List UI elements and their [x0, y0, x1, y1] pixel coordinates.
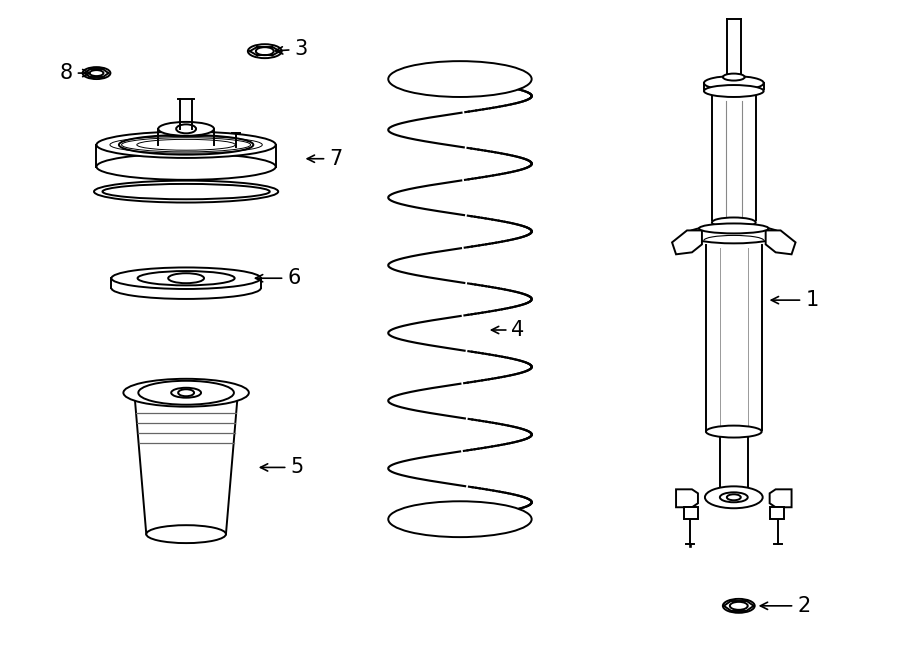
Ellipse shape: [699, 223, 769, 233]
Ellipse shape: [89, 70, 104, 76]
Text: 2: 2: [760, 596, 811, 616]
Ellipse shape: [123, 379, 248, 407]
Text: 6: 6: [256, 268, 301, 288]
Ellipse shape: [103, 184, 270, 199]
Ellipse shape: [730, 602, 748, 610]
Ellipse shape: [720, 492, 748, 502]
Polygon shape: [134, 393, 238, 534]
Ellipse shape: [94, 180, 278, 202]
Ellipse shape: [171, 388, 201, 398]
Polygon shape: [770, 489, 792, 507]
Text: 4: 4: [491, 320, 525, 340]
Ellipse shape: [83, 67, 111, 79]
Polygon shape: [676, 489, 698, 507]
Ellipse shape: [713, 490, 755, 504]
Ellipse shape: [139, 381, 234, 405]
Ellipse shape: [248, 44, 282, 58]
Ellipse shape: [687, 225, 781, 243]
Polygon shape: [770, 507, 784, 519]
Ellipse shape: [178, 389, 194, 396]
Polygon shape: [112, 278, 261, 288]
Text: 7: 7: [307, 149, 343, 169]
Ellipse shape: [176, 124, 196, 134]
Text: 8: 8: [59, 63, 90, 83]
Ellipse shape: [388, 61, 532, 97]
Text: 3: 3: [275, 39, 308, 59]
Polygon shape: [766, 231, 796, 254]
Ellipse shape: [96, 153, 275, 180]
Ellipse shape: [119, 135, 253, 155]
Ellipse shape: [112, 268, 261, 289]
Ellipse shape: [147, 525, 226, 543]
Ellipse shape: [256, 47, 274, 55]
Ellipse shape: [705, 486, 762, 508]
Polygon shape: [672, 231, 702, 254]
Ellipse shape: [138, 271, 235, 286]
Ellipse shape: [96, 132, 275, 158]
Text: 1: 1: [771, 290, 818, 310]
Ellipse shape: [704, 76, 764, 90]
Ellipse shape: [723, 599, 755, 613]
Ellipse shape: [168, 273, 204, 283]
Ellipse shape: [727, 494, 741, 500]
Ellipse shape: [158, 122, 214, 136]
Text: 5: 5: [260, 457, 303, 477]
Ellipse shape: [112, 278, 261, 299]
Ellipse shape: [706, 426, 761, 438]
Ellipse shape: [704, 85, 764, 97]
Ellipse shape: [388, 501, 532, 537]
Ellipse shape: [723, 73, 745, 81]
Polygon shape: [684, 507, 698, 519]
Ellipse shape: [712, 217, 756, 227]
